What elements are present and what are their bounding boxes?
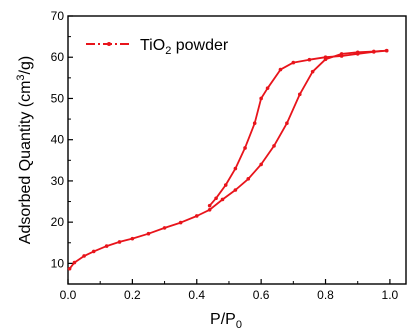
adsorption-point	[117, 240, 122, 244]
y-tick-label: 50	[51, 91, 65, 105]
y-tick-label: 60	[51, 50, 65, 64]
adsorption-point	[82, 254, 86, 258]
adsorption-point	[259, 162, 263, 167]
y-axis-title-rest: /g)	[17, 56, 34, 75]
adsorption-point	[285, 121, 289, 125]
plot-frame	[67, 15, 407, 285]
desorption-point	[291, 60, 296, 65]
adsorption-point	[162, 226, 167, 230]
adsorption-point	[91, 249, 96, 254]
adsorption-point	[207, 207, 212, 212]
desorption-point	[233, 166, 238, 171]
legend-marker	[107, 42, 111, 46]
desorption-point	[207, 203, 212, 208]
desorption-point	[265, 86, 270, 90]
x-axis-ticks: 0.0 0.2 0.4 0.6 0.8 1.0	[60, 279, 399, 302]
desorption-point	[355, 52, 360, 56]
x-tick-label: 0.0	[60, 288, 77, 302]
legend-label-subscript: 2	[165, 45, 171, 57]
adsorption-point	[72, 260, 77, 265]
desorption-point	[339, 54, 344, 58]
desorption-point	[243, 146, 247, 150]
x-axis-title: P/P0	[210, 311, 242, 331]
desorption-point	[252, 121, 257, 125]
desorption-point	[372, 50, 376, 54]
desorption-point	[214, 196, 218, 201]
y-axis-title: Adsorbed Quantity (cm3/g)	[15, 56, 34, 244]
desorption-point	[384, 48, 389, 53]
adsorption-branch-line	[68, 49, 387, 270]
desorption-point	[278, 67, 283, 72]
desorption-point	[259, 96, 263, 101]
adsorption-point	[178, 220, 183, 225]
adsorption-point	[146, 231, 151, 236]
x-tick-label: 1.0	[382, 288, 399, 302]
y-tick-label: 40	[51, 133, 65, 147]
series-layer	[67, 48, 389, 271]
adsorption-point	[220, 197, 225, 202]
desorption-branch-line	[208, 49, 387, 207]
x-tick-label: 0.4	[188, 288, 205, 302]
y-axis-title-main: Adsorbed Quantity (cm	[17, 81, 34, 245]
desorption-point	[223, 183, 228, 187]
y-axis-ticks: 10 20 30 40 50 60 70	[51, 9, 73, 285]
desorption-point	[307, 57, 312, 62]
y-tick-label: 20	[51, 215, 65, 229]
legend-label-main: TiO	[140, 37, 165, 54]
adsorption-point	[194, 214, 199, 218]
x-axis-title-subscript: 0	[236, 319, 242, 331]
x-tick-label: 0.2	[124, 288, 141, 302]
adsorption-point	[310, 69, 315, 74]
legend-label-rest: powder	[171, 37, 229, 54]
x-axis-title-main: P/P	[210, 311, 236, 328]
y-tick-label: 70	[51, 9, 65, 23]
adsorption-point	[272, 144, 276, 148]
adsorption-point	[130, 236, 135, 241]
adsorption-point	[104, 244, 109, 248]
adsorption-point	[67, 266, 72, 271]
desorption-point	[323, 55, 328, 60]
y-axis-title-superscript: 3	[15, 74, 27, 80]
adsorption-point	[233, 188, 238, 192]
x-tick-label: 0.8	[317, 288, 334, 302]
legend-label: TiO2 powder	[140, 37, 229, 57]
y-tick-label: 10	[51, 256, 65, 270]
x-tick-label: 0.6	[253, 288, 270, 302]
y-tick-label: 30	[51, 174, 65, 188]
adsorption-point	[297, 92, 302, 97]
legend: TiO2 powder	[86, 37, 229, 57]
adsorption-point	[246, 177, 251, 181]
